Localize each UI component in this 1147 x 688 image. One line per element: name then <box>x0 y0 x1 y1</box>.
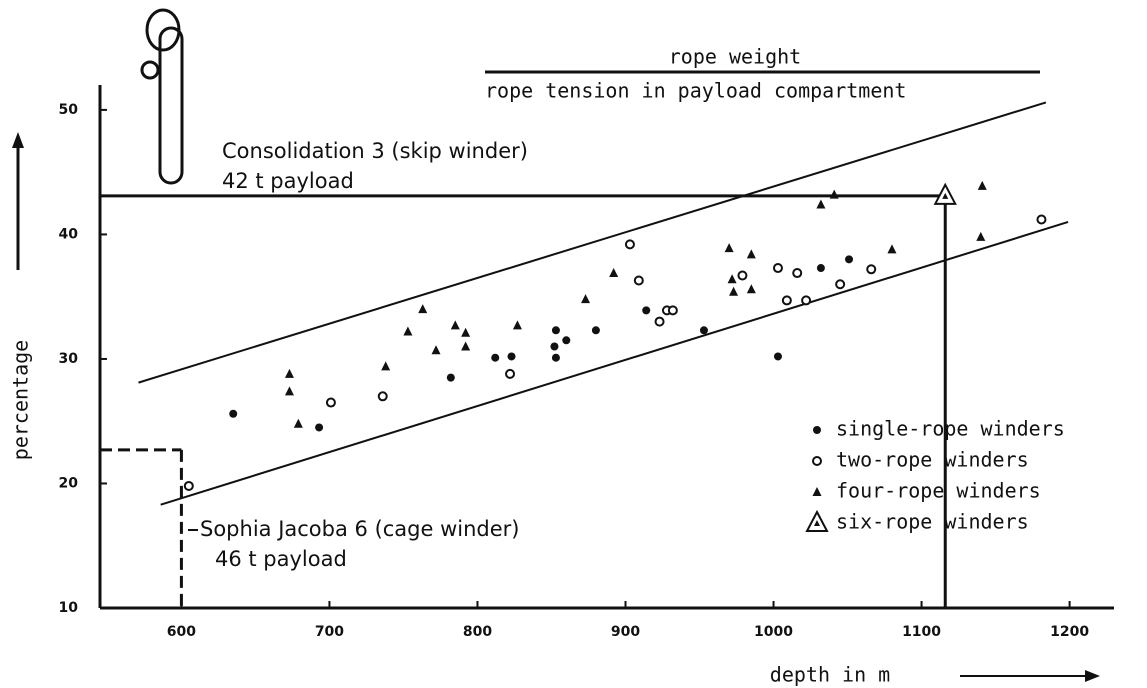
point <box>377 391 388 402</box>
point <box>727 274 737 284</box>
chart-title: rope weight <box>669 45 801 69</box>
point <box>461 341 471 351</box>
point <box>418 304 428 314</box>
point <box>284 386 294 396</box>
point <box>829 189 839 199</box>
trend-line <box>160 221 1069 506</box>
legend-label: two-rope winders <box>836 448 1029 472</box>
point <box>381 361 391 371</box>
point <box>773 352 782 361</box>
point <box>505 368 516 379</box>
point <box>667 305 678 316</box>
point <box>724 243 734 253</box>
annotation: 46 t payload <box>215 547 347 571</box>
point <box>633 275 644 286</box>
point <box>512 320 522 330</box>
y-tick-label: 40 <box>59 226 79 242</box>
x-tick-label: 800 <box>463 624 492 640</box>
point <box>446 373 455 382</box>
x-tick-label: 600 <box>167 624 196 640</box>
point <box>284 368 294 378</box>
legend: single-rope winders two-rope winders four-… <box>790 398 1147 548</box>
point <box>325 397 336 408</box>
point <box>491 353 500 362</box>
x-tick-label: 1000 <box>754 624 793 640</box>
point <box>813 426 821 434</box>
point <box>461 327 471 337</box>
point <box>562 336 571 345</box>
point <box>812 456 822 466</box>
point <box>183 480 194 491</box>
point <box>816 264 825 273</box>
point <box>581 294 591 304</box>
x-axis-label: depth in m <box>770 663 890 687</box>
point <box>801 295 812 306</box>
point <box>977 180 987 190</box>
point <box>835 279 846 290</box>
point <box>609 268 619 278</box>
trend-line <box>138 101 1047 384</box>
y-tick-label: 20 <box>59 475 79 491</box>
legend-label: four-rope winders <box>836 479 1041 503</box>
annotation: Sophia Jacoba 6 (cage winder) <box>200 517 520 541</box>
point <box>293 418 303 428</box>
point <box>781 295 792 306</box>
point <box>450 320 460 330</box>
x-tick-label: 1200 <box>1050 624 1089 640</box>
y-arrow-head <box>12 132 24 148</box>
point <box>746 249 756 259</box>
point <box>551 353 560 362</box>
chart-subtitle: rope tension in payload compartment <box>485 79 906 103</box>
point <box>845 255 854 264</box>
x-tick-label: 900 <box>611 624 640 640</box>
y-tick-label: 10 <box>59 600 79 616</box>
rope-icon <box>140 8 184 185</box>
point <box>792 268 803 279</box>
point <box>887 244 897 254</box>
x-arrow-head <box>1085 670 1100 682</box>
point <box>737 270 748 281</box>
point <box>591 326 600 335</box>
point <box>812 487 822 496</box>
x-tick-label: 700 <box>315 624 344 640</box>
point <box>976 231 986 241</box>
x-tick-label: 1100 <box>902 624 941 640</box>
point <box>933 182 957 205</box>
marker-core <box>814 520 820 526</box>
point <box>431 345 441 355</box>
point <box>729 286 739 296</box>
legend-background <box>790 398 1147 548</box>
point <box>551 326 560 335</box>
annotation: Consolidation 3 (skip winder) <box>222 139 528 163</box>
point <box>550 342 559 351</box>
point <box>746 284 756 294</box>
point <box>403 326 413 336</box>
point <box>654 316 665 327</box>
y-axis-label: percentage <box>9 340 33 460</box>
legend-label: six-rope winders <box>836 510 1029 534</box>
point <box>229 409 238 418</box>
point <box>816 199 826 209</box>
point <box>699 326 708 335</box>
annotation: 42 t payload <box>222 169 354 193</box>
point <box>772 263 783 274</box>
point <box>624 239 635 250</box>
point <box>866 264 877 275</box>
legend-label: single-rope winders <box>836 417 1065 441</box>
y-tick-label: 50 <box>59 102 79 118</box>
point <box>805 509 829 532</box>
point <box>1036 214 1047 225</box>
point <box>507 352 516 361</box>
point <box>642 306 651 315</box>
marker-core <box>942 192 949 199</box>
point <box>315 423 324 432</box>
y-tick-label: 30 <box>59 351 79 367</box>
